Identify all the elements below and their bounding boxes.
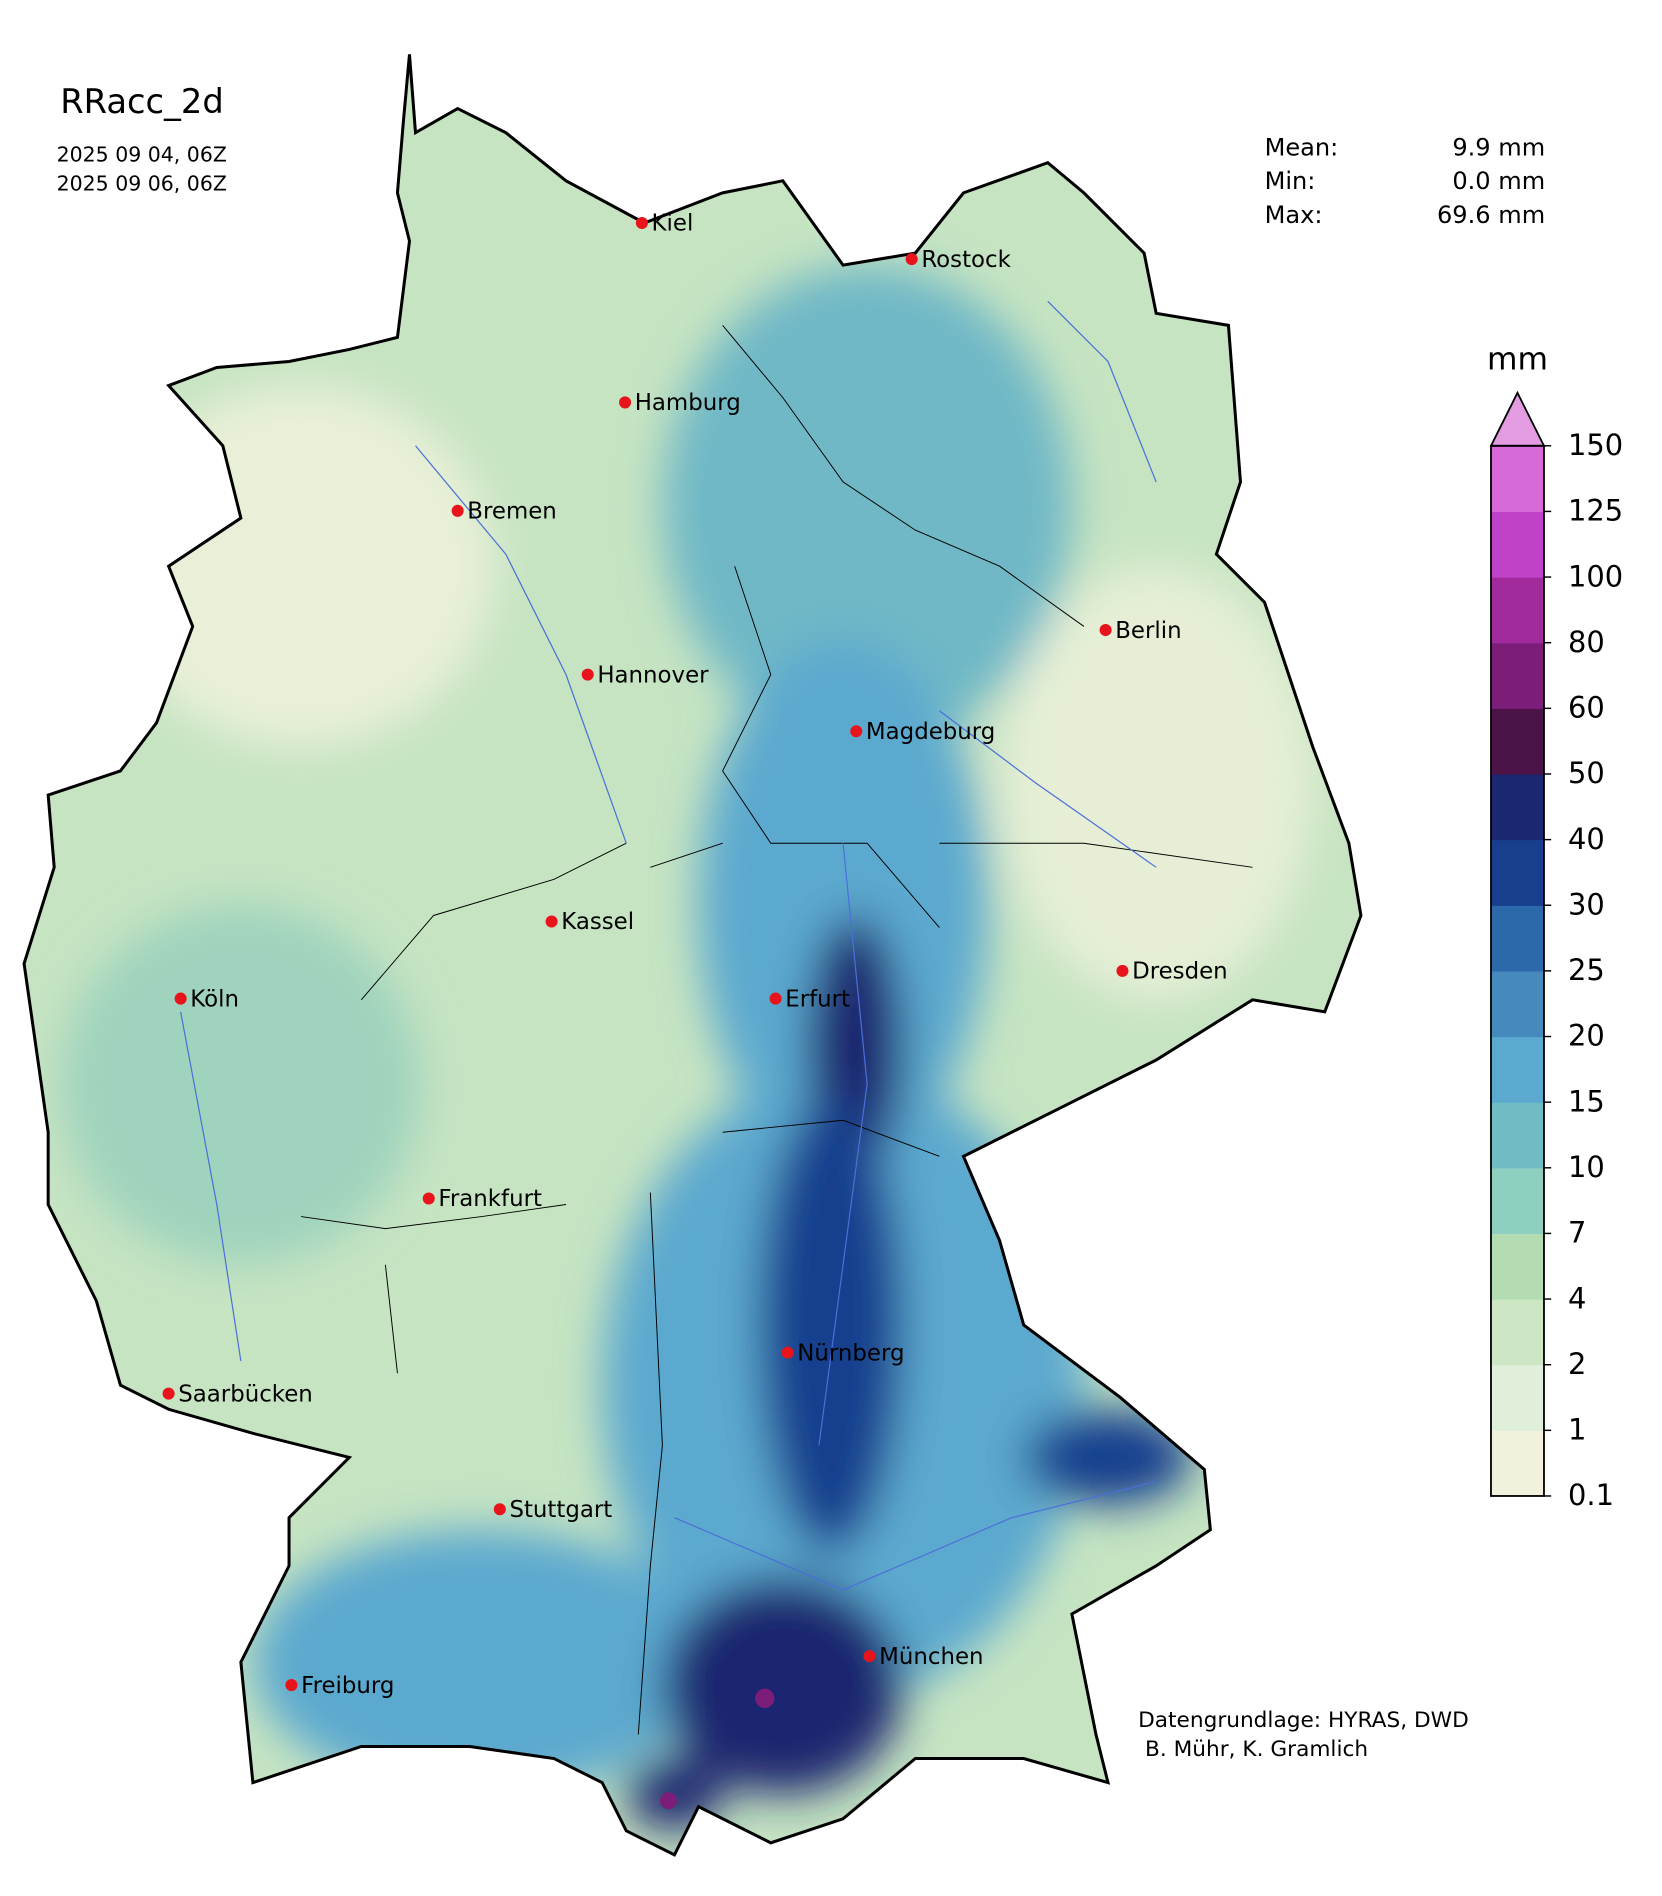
colorbar-unit: mm	[1487, 341, 1548, 377]
city-marker	[905, 253, 918, 266]
colorbar-band	[1490, 708, 1544, 775]
city-marker	[769, 992, 782, 1005]
city-label: Saarbücken	[178, 1381, 313, 1407]
colorbar-extend	[1489, 390, 1546, 447]
colorbar-band	[1490, 445, 1544, 513]
city-marker	[781, 1346, 794, 1359]
city-label: Frankfurt	[438, 1186, 542, 1212]
city-marker	[545, 915, 558, 928]
colorbar-band	[1490, 1036, 1544, 1103]
colorbar-tick-label: 4	[1568, 1281, 1586, 1315]
city-label: Hannover	[597, 662, 709, 688]
colorbar-band	[1490, 1102, 1544, 1169]
colorbar-band	[1490, 642, 1544, 709]
city-label: Freiburg	[301, 1673, 394, 1699]
city-marker	[451, 504, 464, 517]
colorbar-band	[1490, 1364, 1544, 1431]
city-label: Stuttgart	[509, 1497, 612, 1523]
colorbar-tick-label: 15	[1568, 1084, 1605, 1118]
colorbar-tick-label: 125	[1568, 494, 1623, 528]
colorbar-tick-label: 20	[1568, 1019, 1605, 1053]
city-label: Erfurt	[785, 986, 850, 1012]
city-label: München	[879, 1644, 983, 1670]
stat-label: Max:	[1265, 201, 1323, 229]
colorbar-tick-label: 2	[1568, 1347, 1586, 1381]
stat-value: 69.6 mm	[1437, 201, 1545, 229]
city-marker	[493, 1503, 506, 1516]
colorbar-tick-label: 30	[1568, 887, 1605, 921]
city-label: Kiel	[652, 211, 694, 237]
city-marker	[863, 1650, 876, 1663]
colorbar-tick-label: 100	[1568, 559, 1623, 593]
city-label: Nürnberg	[797, 1340, 904, 1366]
credit: Datengrundlage: HYRAS, DWD	[1138, 1708, 1469, 1733]
colorbar-tick-label: 150	[1568, 428, 1623, 462]
map-title: RRacc_2d	[60, 82, 224, 121]
stat-label: Mean:	[1265, 133, 1339, 161]
colorbar-band	[1490, 1299, 1544, 1366]
colorbar-band	[1490, 577, 1544, 644]
colorbar-tick-label: 7	[1568, 1216, 1586, 1250]
city-marker	[285, 1679, 298, 1692]
city-marker	[581, 668, 594, 681]
city-marker	[422, 1192, 435, 1205]
city-label: Bremen	[467, 499, 557, 525]
city-label: Dresden	[1132, 959, 1228, 985]
colorbar-band	[1490, 773, 1544, 841]
city-marker	[1099, 624, 1112, 637]
colorbar-band	[1490, 839, 1544, 906]
credit: B. Mühr, K. Gramlich	[1138, 1737, 1368, 1762]
city-marker	[1116, 964, 1129, 977]
colorbar-tick-label: 40	[1568, 822, 1605, 856]
city-label: Rostock	[921, 247, 1011, 273]
city-label: Hamburg	[635, 390, 741, 416]
city-marker	[635, 216, 648, 230]
colorbar-tick-label: 0.1	[1568, 1478, 1614, 1512]
city-label: Köln	[190, 986, 239, 1012]
colorbar-band	[1490, 1430, 1544, 1497]
city-marker	[162, 1387, 175, 1400]
city-marker	[850, 725, 863, 738]
colorbar-band	[1490, 1167, 1544, 1235]
stat-value: 9.9 mm	[1452, 133, 1545, 161]
date-end: 2025 09 06, 06Z	[57, 171, 227, 195]
colorbar-tick-label: 60	[1568, 691, 1605, 725]
stat-value: 0.0 mm	[1452, 167, 1545, 195]
colorbar-tick-label: 80	[1568, 625, 1605, 659]
colorbar-band	[1490, 1233, 1544, 1300]
colorbar-band	[1490, 905, 1544, 972]
colorbar-tick-label: 50	[1568, 756, 1605, 790]
date-start: 2025 09 04, 06Z	[57, 143, 227, 167]
city-marker	[174, 992, 187, 1005]
city-label: Berlin	[1115, 618, 1181, 644]
city-label: Magdeburg	[866, 719, 995, 745]
colorbar-tick-label: 10	[1568, 1150, 1605, 1184]
colorbar-band	[1490, 511, 1544, 578]
city-marker	[619, 396, 632, 409]
colorbar-tick-label: 1	[1568, 1413, 1586, 1447]
colorbar-tick-label: 25	[1568, 953, 1605, 987]
city-label: Kassel	[561, 909, 634, 935]
stat-label: Min:	[1265, 167, 1316, 195]
colorbar-band	[1490, 970, 1544, 1038]
